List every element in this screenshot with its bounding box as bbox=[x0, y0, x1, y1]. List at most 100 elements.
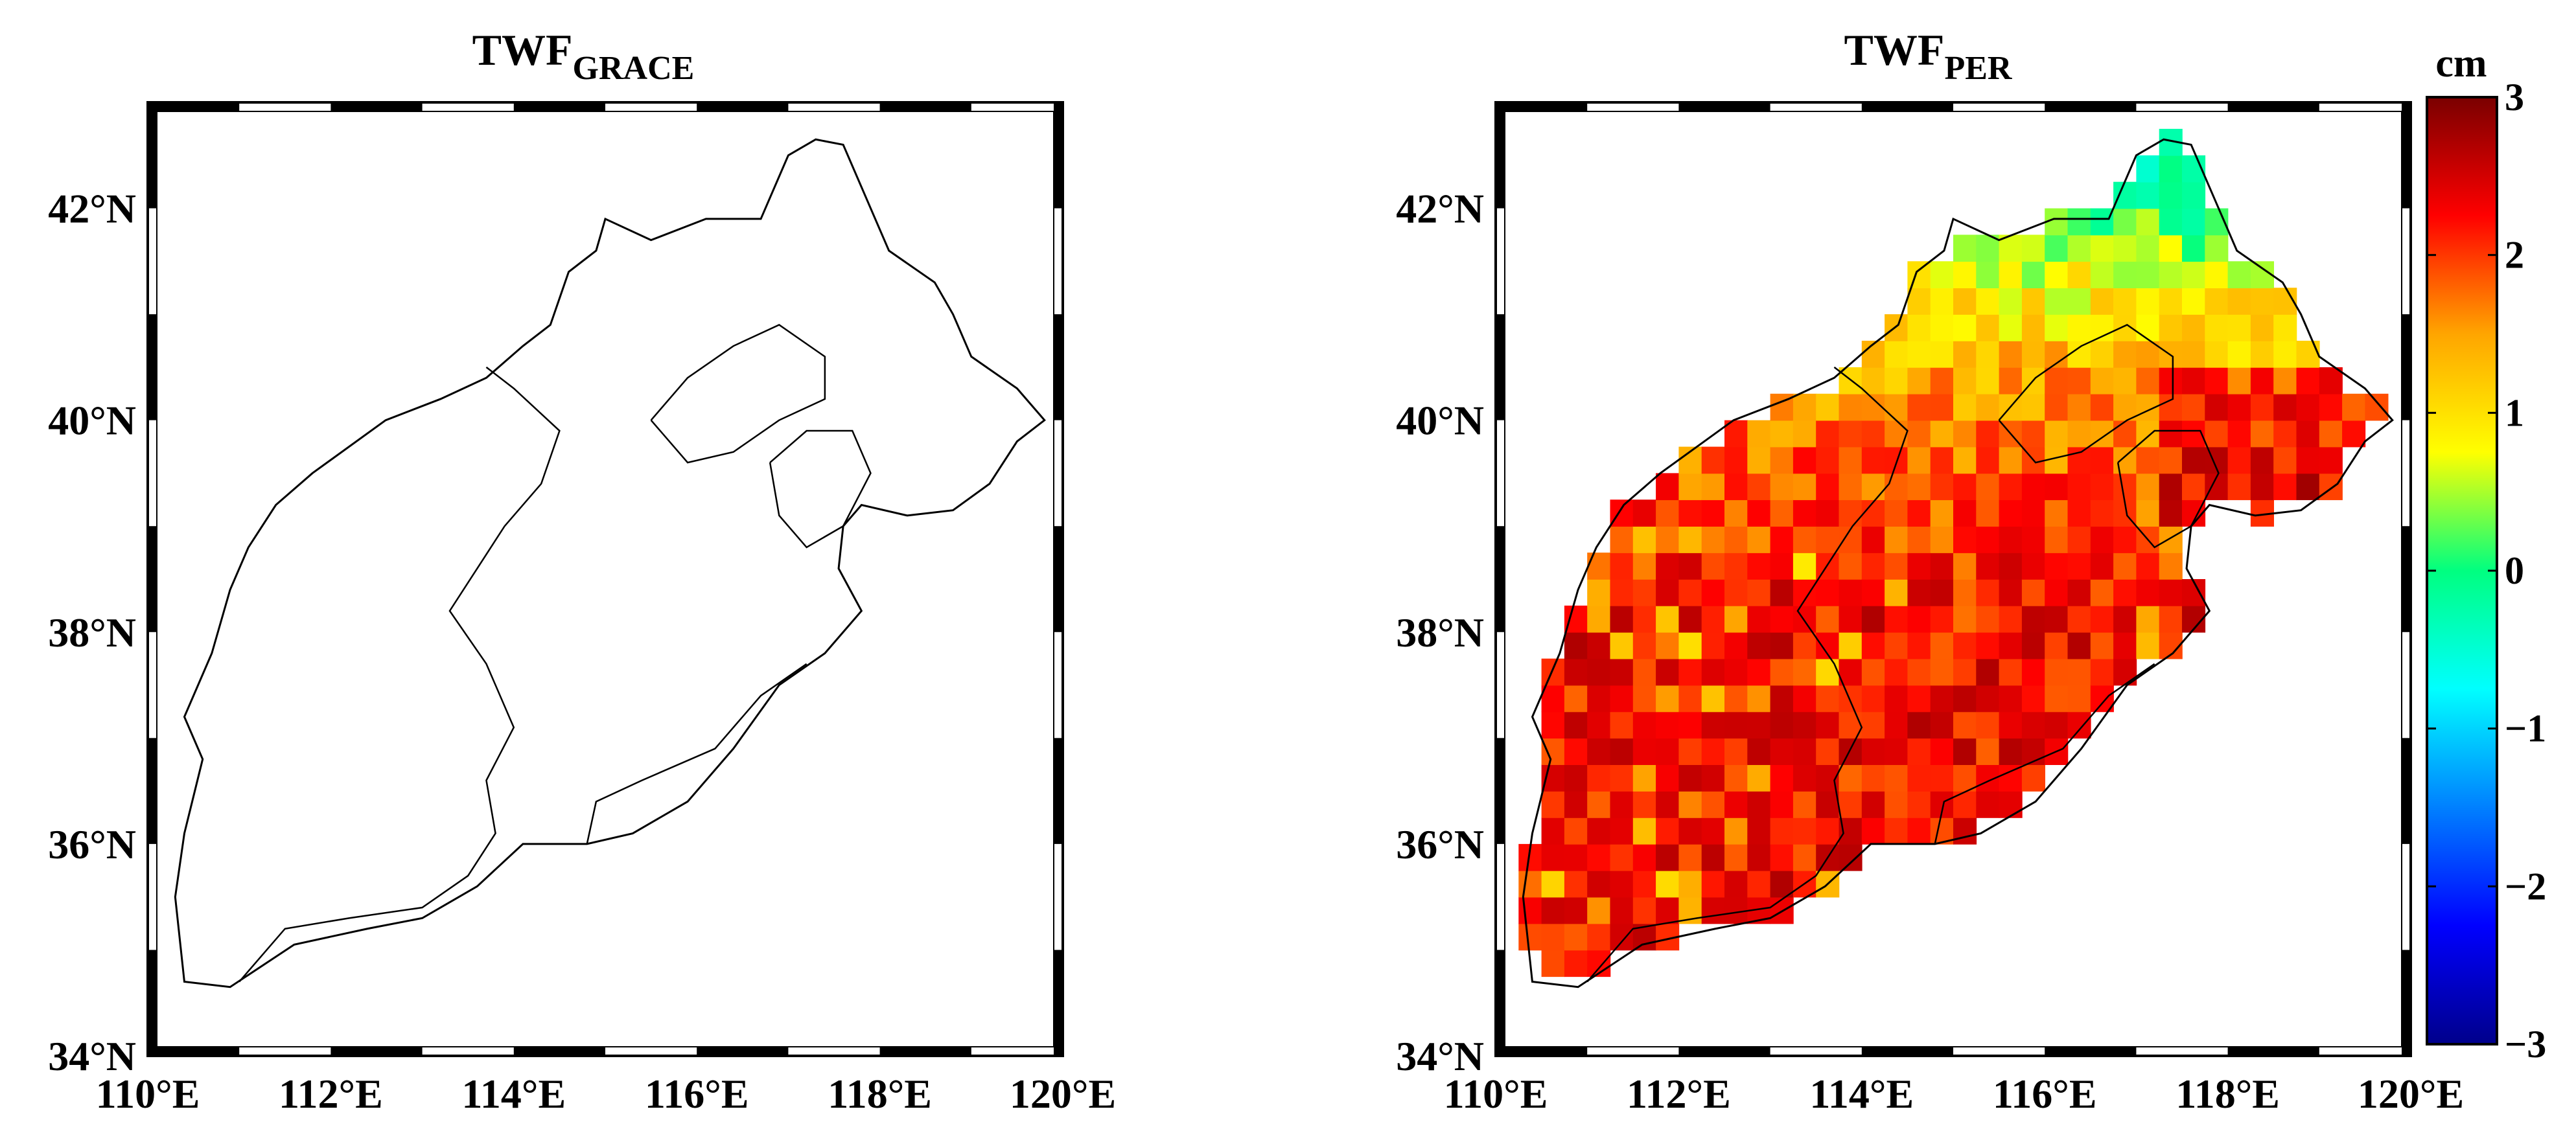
grid-cell bbox=[2021, 711, 2045, 739]
grid-cell bbox=[559, 394, 583, 421]
frame-checker bbox=[331, 1047, 423, 1056]
grid-cell bbox=[720, 420, 743, 448]
grid-cell bbox=[285, 844, 308, 871]
grid-cell bbox=[674, 606, 697, 633]
grid-cell bbox=[445, 685, 469, 713]
grid-cell bbox=[651, 606, 675, 633]
grid-cell bbox=[1017, 394, 1040, 421]
grid-cell bbox=[1587, 817, 1611, 845]
grid-cell bbox=[2067, 261, 2091, 288]
grid-cell bbox=[651, 367, 675, 394]
frame-checker bbox=[2045, 1047, 2137, 1056]
grid-cell bbox=[1885, 393, 1909, 421]
grid-cell bbox=[857, 261, 880, 288]
grid-cell bbox=[537, 817, 560, 845]
grid-cell bbox=[743, 499, 766, 527]
grid-cell bbox=[216, 844, 240, 871]
grid-cell bbox=[262, 817, 286, 845]
grid-cell bbox=[1724, 658, 1748, 686]
grid-cell bbox=[1701, 473, 1725, 501]
grid-cell bbox=[2205, 420, 2229, 448]
grid-cell bbox=[262, 659, 286, 686]
lat-label: 42°N bbox=[1396, 186, 1484, 232]
grid-cell bbox=[2021, 473, 2045, 501]
grid-cell bbox=[1678, 473, 1702, 501]
grid-cell bbox=[2205, 234, 2229, 262]
grid-cell bbox=[239, 924, 262, 951]
province-border bbox=[1998, 324, 2174, 464]
grid-cell bbox=[559, 632, 583, 659]
grid-cell bbox=[1861, 632, 1885, 659]
grid-cell bbox=[537, 579, 560, 606]
grid-cell bbox=[239, 553, 262, 580]
grid-cell bbox=[445, 764, 469, 792]
grid-cell bbox=[308, 579, 331, 606]
grid-cell bbox=[1632, 738, 1656, 765]
grid-cell bbox=[1632, 711, 1656, 739]
frame-checker bbox=[148, 738, 157, 844]
grid-cell bbox=[697, 261, 720, 288]
frame-checker bbox=[2227, 102, 2319, 111]
grid-cell bbox=[1976, 685, 2000, 713]
grid-cell bbox=[743, 632, 766, 659]
grid-cell bbox=[2159, 605, 2183, 633]
grid-cell bbox=[583, 447, 606, 474]
grid-cell bbox=[559, 738, 583, 765]
grid-cell bbox=[1724, 605, 1748, 633]
lat-label: 40°N bbox=[48, 398, 136, 444]
grid-cell bbox=[2090, 234, 2114, 262]
lat-label: 36°N bbox=[48, 821, 136, 867]
grid-cell bbox=[423, 526, 446, 553]
grid-cell bbox=[1770, 685, 1794, 713]
frame-checker bbox=[2402, 738, 2411, 844]
grid-cell bbox=[1839, 632, 1862, 659]
grid-cell bbox=[399, 553, 423, 580]
grid-cell bbox=[1907, 711, 1931, 739]
grid-cell bbox=[194, 950, 217, 977]
grid-cell bbox=[1678, 632, 1702, 659]
longitude-labels: 110°E 112°E 114°E 116°E 118°E 120°E bbox=[1444, 1071, 2465, 1117]
grid-cell bbox=[1885, 553, 1909, 580]
grid-cell bbox=[1885, 791, 1909, 818]
grid-cell bbox=[903, 341, 926, 368]
grid-cell bbox=[1953, 632, 1977, 659]
province-border bbox=[769, 429, 872, 549]
grid-cell bbox=[1930, 764, 1954, 792]
grid-cell bbox=[674, 473, 697, 500]
grid-cell bbox=[605, 526, 629, 553]
grid-cell bbox=[2045, 685, 2069, 713]
grid-cell bbox=[2067, 367, 2091, 394]
grid-cell bbox=[1656, 764, 1680, 792]
grid-cell bbox=[2159, 393, 2183, 421]
panel-title: TWFPER bbox=[1844, 25, 2013, 87]
grid-cell bbox=[583, 499, 606, 527]
grid-cell bbox=[811, 394, 835, 421]
grid-cell bbox=[1953, 711, 1977, 739]
frame-checker bbox=[2402, 102, 2411, 209]
grid-cell bbox=[445, 659, 469, 686]
grid-cell bbox=[697, 632, 720, 659]
grid-cell bbox=[377, 447, 400, 474]
grid-cell bbox=[1861, 473, 1885, 501]
grid-cell bbox=[2045, 526, 2069, 553]
grid-cell bbox=[1816, 738, 1840, 765]
basin-outline bbox=[1522, 138, 2394, 988]
grid-cell bbox=[2319, 446, 2343, 474]
grid-cell bbox=[2021, 526, 2045, 553]
grid-cell bbox=[971, 420, 995, 448]
grid-cell bbox=[1587, 579, 1611, 606]
grid-cell bbox=[308, 844, 331, 871]
frame-inner-border bbox=[156, 111, 1054, 1047]
grid-cell bbox=[1930, 632, 1954, 659]
frame-checker bbox=[2402, 314, 2411, 420]
grid-cell bbox=[2045, 261, 2069, 288]
grid-cell bbox=[559, 817, 583, 845]
grid-cell bbox=[2021, 420, 2045, 448]
grid-cell bbox=[2159, 446, 2183, 474]
grid-cell bbox=[1587, 632, 1611, 659]
grid-cell bbox=[514, 447, 537, 474]
grid-cell bbox=[2045, 420, 2069, 448]
grid-cell bbox=[720, 341, 743, 368]
grid-cell bbox=[1976, 367, 2000, 394]
grid-cell bbox=[216, 632, 240, 659]
